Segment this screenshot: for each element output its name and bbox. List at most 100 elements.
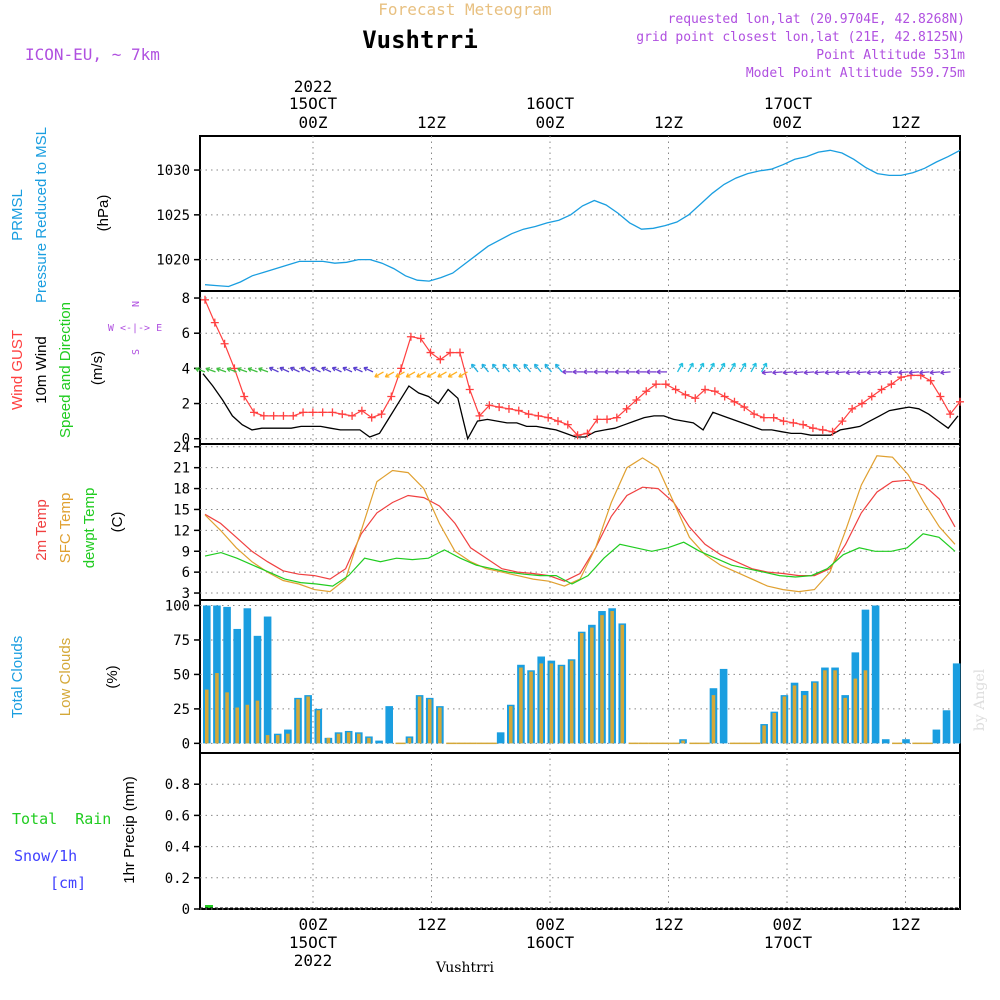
low-cloud-bar xyxy=(833,670,837,744)
low-cloud-bar xyxy=(286,733,290,744)
cloud-bars xyxy=(203,605,961,745)
gust-marker xyxy=(701,385,710,394)
wind-arrowhead xyxy=(940,369,945,376)
gust-marker xyxy=(710,387,719,396)
point-altitude: Point Altitude 531m xyxy=(816,48,965,63)
low-cloud-bar xyxy=(316,710,321,744)
wind-arrowhead xyxy=(491,363,497,369)
low-cloud-bar xyxy=(823,670,827,744)
temperature-series xyxy=(204,455,956,593)
low-cloud-bar xyxy=(205,689,209,744)
total-cloud-bar xyxy=(871,605,880,744)
total-cloud-bar xyxy=(496,732,505,744)
gust-marker xyxy=(622,404,631,413)
wind-arrow xyxy=(247,367,258,373)
gust-marker xyxy=(583,429,592,438)
wind-arrowhead xyxy=(877,369,882,376)
low-cloud-bar xyxy=(802,695,807,744)
wind-arrow xyxy=(311,367,321,373)
2m-temp-line xyxy=(204,479,956,582)
wind-arrow xyxy=(845,371,857,374)
low-cloud-bar xyxy=(438,707,442,744)
bottom-hour-label: 00Z xyxy=(773,915,802,934)
wind-arrow xyxy=(437,371,447,378)
low-cloud-bar xyxy=(225,692,229,744)
low-cloud-bar xyxy=(326,737,331,744)
wind-arrowhead xyxy=(342,366,347,372)
top-hour-label: 12Z xyxy=(417,113,446,132)
wind-arrowhead xyxy=(646,369,651,375)
p4-label-low: Low Clouds xyxy=(57,638,74,716)
wind-arrow xyxy=(760,362,768,373)
wind-arrow xyxy=(374,371,384,378)
gust-marker xyxy=(269,411,278,420)
bottom-day-2: 16OCT xyxy=(526,933,575,952)
gust-marker xyxy=(455,348,464,357)
p5-label-precip: 1hr Precip (mm) xyxy=(121,776,138,884)
total-cloud-bar xyxy=(375,740,383,744)
wind-arrow xyxy=(481,363,489,373)
wind-arrowhead xyxy=(279,366,284,372)
wind-arrow xyxy=(216,367,227,373)
gust-marker xyxy=(328,408,337,417)
ytick-label-2-4: 8 xyxy=(182,291,190,307)
wind-arrow xyxy=(406,371,416,378)
bottom-day-1: 15OCT xyxy=(289,933,338,952)
wind-series xyxy=(201,295,964,441)
wind-arrow xyxy=(332,367,342,373)
p5-label-rain: Total Rain xyxy=(12,810,111,828)
wind-arrow xyxy=(793,371,804,374)
p3-label-sfctemp: SFC Temp xyxy=(57,493,74,564)
wind-arrowhead xyxy=(562,369,567,375)
p2-label-gust: Wind GUST xyxy=(9,330,26,410)
top-hour-label: 12Z xyxy=(654,113,683,132)
gust-marker xyxy=(544,413,553,422)
gust-marker xyxy=(201,295,209,304)
gust-marker xyxy=(289,411,298,420)
ytick-label-3-4: 15 xyxy=(173,502,190,518)
top-hour-labels: 00Z 12Z 00Z 12Z 00Z 12Z xyxy=(299,113,921,132)
total-cloud-bar xyxy=(942,710,951,744)
wind-arrowhead xyxy=(523,363,529,369)
wind-arrowhead xyxy=(216,367,221,372)
watermark: by Angel xyxy=(972,668,988,731)
gust-marker xyxy=(416,334,425,343)
gust-marker xyxy=(240,392,249,401)
rain-bar xyxy=(205,905,213,908)
wind-arrowhead xyxy=(752,362,757,368)
wind-arrowhead xyxy=(793,369,798,376)
low-cloud-bar xyxy=(265,735,270,744)
p1-label-pressure: Pressure Reduced to MSL xyxy=(33,127,50,303)
low-cloud-bar xyxy=(579,633,584,744)
wind-arrow xyxy=(279,367,290,373)
gust-marker xyxy=(818,425,827,434)
wind-arrowhead xyxy=(195,367,200,372)
grid-point-coords: grid point closest lon,lat (21E, 42.8125… xyxy=(636,30,965,45)
wind-arrow xyxy=(676,362,684,373)
bottom-year: 2022 xyxy=(294,951,333,970)
low-cloud-bar xyxy=(782,696,787,744)
wind-arrowhead xyxy=(761,369,766,376)
wind-arrow xyxy=(708,362,715,373)
p3-label-2mtemp: 2m Temp xyxy=(33,499,50,560)
low-cloud-bar xyxy=(245,704,250,744)
low-cloud-bar xyxy=(427,699,432,744)
compass-south: S xyxy=(131,349,142,355)
low-cloud-bar xyxy=(559,666,564,744)
gust-marker xyxy=(308,408,317,417)
low-cloud-bar xyxy=(529,671,533,744)
wind-arrowhead xyxy=(321,366,326,372)
ytick-label-2-3: 6 xyxy=(182,326,190,342)
precip-bars xyxy=(200,905,960,909)
total-cloud-bar xyxy=(203,605,211,744)
gust-marker xyxy=(259,411,268,420)
ytick-label-2-1: 2 xyxy=(182,397,190,413)
wind-arrow xyxy=(534,363,542,373)
low-cloud-bar xyxy=(417,696,422,744)
p1-label-prmsl: PRMSL xyxy=(9,189,26,241)
ytick-label-3-3: 12 xyxy=(173,523,190,539)
low-cloud-bar xyxy=(863,670,868,744)
gust-marker xyxy=(789,418,798,427)
wind-arrowhead xyxy=(237,367,242,372)
wind-arrow xyxy=(782,371,794,374)
